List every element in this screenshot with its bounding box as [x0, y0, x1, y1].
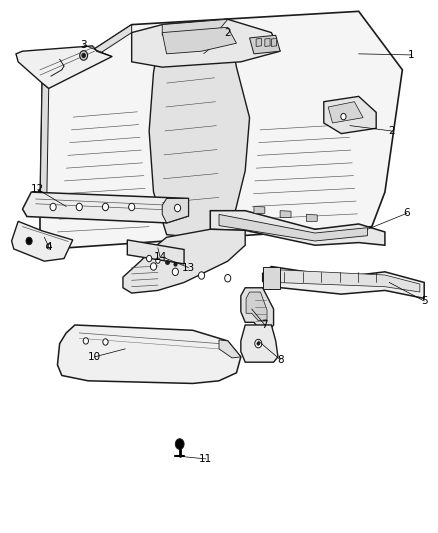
- Polygon shape: [123, 229, 245, 293]
- Polygon shape: [306, 214, 317, 221]
- Text: 10: 10: [88, 352, 101, 362]
- Polygon shape: [127, 240, 184, 264]
- Circle shape: [198, 272, 205, 279]
- Circle shape: [225, 274, 231, 282]
- Polygon shape: [132, 19, 280, 67]
- Polygon shape: [241, 325, 278, 362]
- Polygon shape: [246, 292, 267, 321]
- Circle shape: [50, 203, 56, 211]
- Circle shape: [175, 439, 184, 449]
- Text: 13: 13: [182, 263, 195, 272]
- Circle shape: [129, 203, 135, 211]
- Circle shape: [80, 51, 88, 60]
- Polygon shape: [241, 288, 274, 330]
- Circle shape: [150, 263, 156, 270]
- Polygon shape: [263, 266, 424, 298]
- Circle shape: [341, 114, 346, 120]
- Polygon shape: [280, 211, 291, 217]
- Text: 4: 4: [46, 242, 52, 252]
- Polygon shape: [263, 266, 280, 289]
- Circle shape: [76, 203, 82, 211]
- Circle shape: [102, 203, 109, 211]
- Polygon shape: [210, 211, 385, 245]
- Text: 7: 7: [261, 320, 268, 330]
- Circle shape: [155, 258, 160, 263]
- Text: 2: 2: [224, 28, 231, 38]
- Polygon shape: [250, 35, 280, 54]
- Circle shape: [46, 244, 51, 249]
- Polygon shape: [12, 221, 73, 261]
- Text: 8: 8: [277, 354, 283, 365]
- Polygon shape: [162, 19, 228, 35]
- Polygon shape: [276, 270, 420, 292]
- Polygon shape: [40, 11, 403, 248]
- Polygon shape: [149, 19, 250, 237]
- Polygon shape: [42, 25, 132, 91]
- Circle shape: [255, 340, 262, 348]
- Text: 14: 14: [153, 252, 167, 262]
- Circle shape: [147, 255, 152, 262]
- Polygon shape: [16, 46, 112, 88]
- Circle shape: [257, 342, 260, 345]
- Polygon shape: [40, 83, 49, 213]
- Circle shape: [82, 53, 85, 58]
- Polygon shape: [22, 192, 188, 223]
- Circle shape: [83, 338, 88, 344]
- Text: 11: 11: [199, 454, 212, 464]
- Polygon shape: [162, 27, 237, 54]
- Polygon shape: [219, 214, 367, 241]
- Polygon shape: [162, 198, 188, 223]
- Polygon shape: [324, 96, 376, 134]
- Polygon shape: [254, 206, 265, 213]
- Text: 1: 1: [408, 50, 414, 60]
- Polygon shape: [328, 102, 363, 123]
- Polygon shape: [219, 340, 241, 358]
- Circle shape: [174, 204, 180, 212]
- Circle shape: [172, 268, 178, 276]
- Polygon shape: [272, 38, 277, 46]
- Polygon shape: [256, 38, 261, 46]
- Circle shape: [103, 339, 108, 345]
- Polygon shape: [57, 325, 241, 383]
- Text: 6: 6: [403, 208, 410, 219]
- Circle shape: [26, 237, 32, 245]
- Text: 3: 3: [80, 40, 87, 50]
- Text: 12: 12: [31, 184, 44, 195]
- Polygon shape: [265, 38, 270, 46]
- Text: 2: 2: [388, 126, 395, 136]
- Text: 5: 5: [421, 296, 427, 306]
